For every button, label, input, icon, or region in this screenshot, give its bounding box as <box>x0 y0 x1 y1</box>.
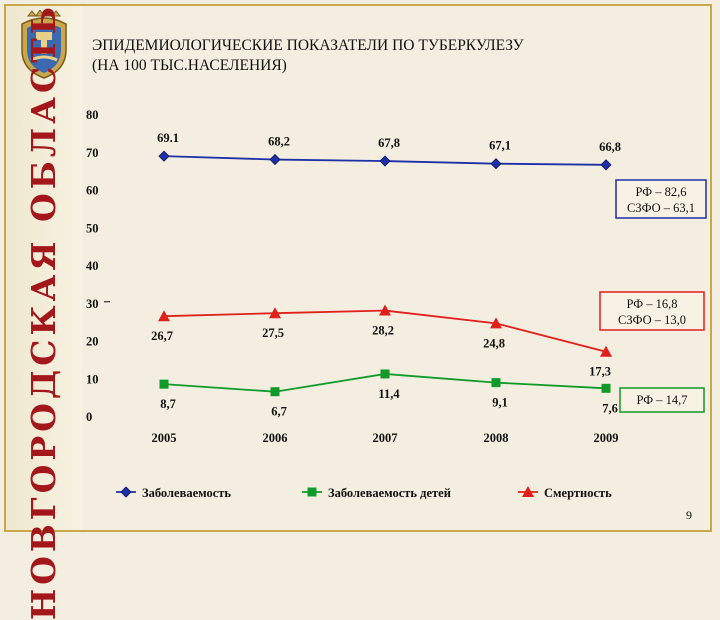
data-label: 67,1 <box>489 139 511 153</box>
annotation-text: СЗФО – 63,1 <box>627 201 695 215</box>
data-point <box>600 159 612 171</box>
data-label: 6,7 <box>271 405 287 419</box>
data-label: 27,5 <box>262 326 284 340</box>
data-label: 68,2 <box>268 135 290 149</box>
data-point <box>158 310 170 322</box>
annotation-text: РФ – 14,7 <box>637 393 688 407</box>
side-band <box>6 6 82 530</box>
data-point <box>270 387 280 397</box>
y-tick-label: 10 <box>86 372 99 386</box>
page-number: 9 <box>686 508 692 522</box>
data-label: 28,2 <box>372 324 394 338</box>
y-tick-label: 50 <box>86 221 99 235</box>
y-tick-label: 70 <box>86 146 99 160</box>
data-point <box>269 153 281 166</box>
title-line-1: ЭПИДЕМИОЛОГИЧЕСКИЕ ПОКАЗАТЕЛИ ПО ТУБЕРКУ… <box>92 37 524 54</box>
legend-marker <box>307 487 317 497</box>
data-label: 17,3 <box>589 365 611 379</box>
legend-label: Заболеваемость детей <box>328 486 451 500</box>
y-tick-label: 40 <box>86 259 99 273</box>
y-tick-label: 20 <box>86 335 99 349</box>
slide-title: ЭПИДЕМИОЛОГИЧЕСКИЕ ПОКАЗАТЕЛИ ПО ТУБЕРКУ… <box>92 36 692 76</box>
data-label: 24,8 <box>483 336 505 350</box>
data-label: 67,8 <box>378 136 400 150</box>
y-tick-label: 80 <box>86 108 99 122</box>
legend-marker <box>522 486 534 497</box>
chart: 0 10 20 30 40 50 60 70 80 2005 2006 2007 2008 2009 69.… <box>86 108 707 500</box>
coat-of-arms-icon <box>21 10 67 79</box>
data-point <box>380 369 390 379</box>
data-label: 26,7 <box>151 329 173 343</box>
data-point <box>379 304 391 316</box>
x-tick-label: 2005 <box>152 431 177 445</box>
x-tick-label: 2006 <box>263 431 288 445</box>
x-tick-label: 2007 <box>373 431 398 445</box>
data-point <box>379 155 391 167</box>
data-point <box>600 345 612 357</box>
data-point <box>490 317 502 329</box>
x-tick-label: 2009 <box>594 431 619 445</box>
data-label: 66,8 <box>599 140 621 154</box>
annotation-text: РФ – 16,8 <box>627 297 678 311</box>
data-point <box>490 158 502 170</box>
data-label: 11,4 <box>378 387 400 401</box>
legend-marker <box>120 486 132 498</box>
y-tick-label: 0 <box>86 410 92 424</box>
legend-label: Заболеваемость <box>142 486 231 500</box>
data-label: 7,6 <box>602 401 618 415</box>
y-tick-label: 30 <box>86 297 99 311</box>
data-point <box>269 307 281 319</box>
slide-frame <box>4 4 712 532</box>
annotation-text: СЗФО – 13,0 <box>618 313 686 327</box>
title-line-2: (НА 100 ТЫС.НАСЕЛЕНИЯ) <box>92 57 287 74</box>
data-point <box>158 150 170 162</box>
annotation-box <box>599 291 705 331</box>
x-tick-label: 2008 <box>484 431 509 445</box>
annotation-text: РФ – 82,6 <box>636 185 687 199</box>
data-point <box>601 383 611 393</box>
data-point <box>159 379 169 389</box>
data-label: 9,1 <box>492 396 508 410</box>
data-label: 8,7 <box>160 397 176 411</box>
y-tick-label: 60 <box>86 184 99 198</box>
data-point <box>491 378 501 388</box>
data-label: 69.1 <box>157 131 179 145</box>
legend-label: Смертность <box>544 486 612 500</box>
annotation-box <box>615 179 707 219</box>
annotation-box <box>619 387 705 413</box>
